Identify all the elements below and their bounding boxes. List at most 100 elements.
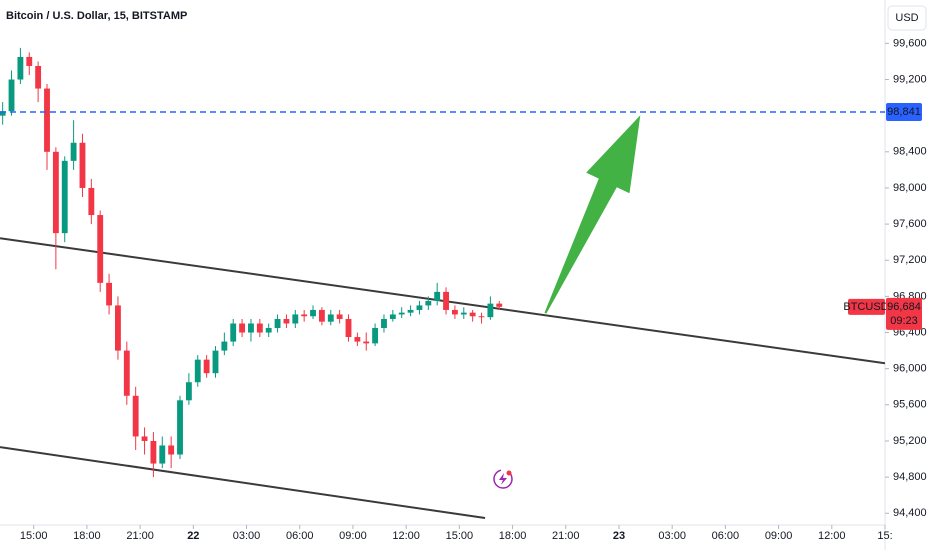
candle (185, 373, 192, 405)
candle-body (132, 395, 139, 437)
x-tick-label: 06:00 (286, 530, 314, 542)
candle-body (292, 314, 299, 324)
candle-body (194, 359, 201, 383)
candle-body (354, 337, 361, 342)
y-tick-label: 97,200 (893, 254, 927, 266)
candle-body (469, 312, 476, 317)
candle-body (372, 328, 379, 344)
candle (26, 52, 33, 75)
candle (265, 323, 272, 338)
x-tick-label: 15:00 (20, 530, 48, 542)
candle-body (496, 303, 503, 307)
candle (17, 47, 24, 85)
candle (460, 307, 467, 319)
x-tick-label: 21:00 (126, 530, 154, 542)
candle-body (177, 400, 183, 455)
candle-body (212, 350, 219, 374)
candle-body (310, 309, 316, 317)
candle-body (150, 440, 157, 464)
candle-body (106, 282, 112, 306)
candle-body (141, 436, 148, 441)
candle (239, 318, 246, 338)
candle-body (203, 359, 210, 374)
x-tick-label: 06:00 (712, 530, 740, 542)
candle (70, 120, 77, 170)
currency-label[interactable]: USD (895, 12, 918, 24)
candle (443, 287, 449, 315)
candle (310, 305, 316, 319)
candle (469, 309, 476, 322)
candle-body (451, 309, 458, 315)
candle-body (434, 291, 441, 301)
candle (106, 273, 112, 315)
candle (434, 282, 441, 306)
x-tick-label: 12:00 (818, 530, 846, 542)
candle (381, 314, 387, 333)
candle-body (274, 318, 281, 329)
y-tick-label: 95,600 (893, 399, 927, 411)
candle-body (52, 151, 59, 234)
candle-body (168, 445, 175, 455)
candle (8, 70, 15, 116)
candle (0, 102, 6, 125)
candle (425, 296, 432, 310)
x-tick-label: 09:00 (765, 530, 793, 542)
y-tick-label: 96,000 (893, 363, 927, 375)
last-price-label: 96,684 (887, 301, 921, 313)
candle (44, 84, 50, 170)
candle-body (460, 312, 467, 315)
candle-body (381, 318, 387, 329)
candle (35, 61, 42, 103)
candle-body (239, 323, 246, 333)
candle (88, 178, 95, 225)
candle (194, 355, 201, 387)
candle-body (301, 314, 308, 317)
axes: 94,40094,80095,20095,60096,00096,40096,8… (20, 37, 927, 542)
candle (389, 309, 396, 322)
candle-body (97, 215, 104, 283)
candle-body (0, 111, 6, 116)
candle-body (79, 142, 86, 188)
ai-icon[interactable] (493, 469, 513, 489)
candle (274, 314, 281, 333)
candle (398, 307, 405, 319)
plot-area (0, 47, 885, 520)
candle (150, 431, 157, 478)
candle (487, 296, 494, 320)
y-tick-label: 99,200 (893, 73, 927, 85)
x-tick-label: 18:00 (73, 530, 101, 542)
candle (97, 210, 104, 292)
trend-line (0, 237, 885, 365)
x-tick-label: 15:00 (446, 530, 474, 542)
candle (496, 300, 503, 310)
price-line-label-bg (886, 102, 922, 121)
candle (301, 309, 308, 322)
candle-body (398, 312, 405, 315)
candle-body (416, 305, 423, 310)
candle (345, 314, 352, 342)
candle (123, 341, 130, 405)
candle (212, 346, 219, 378)
candle-body (185, 382, 192, 401)
candle (256, 318, 263, 338)
candle-body (221, 341, 228, 351)
candle-body (26, 56, 33, 66)
candle-body (61, 160, 68, 234)
candle (318, 307, 325, 326)
symbol-label: BTCUSD (843, 301, 888, 313)
candle-body (327, 314, 334, 322)
currency-button[interactable] (887, 5, 927, 31)
candle (407, 305, 414, 317)
y-tick-label: 94,400 (893, 507, 927, 519)
candle-body (389, 314, 396, 319)
x-tick-label: 23 (613, 530, 625, 542)
x-tick-label: 03:00 (658, 530, 686, 542)
y-tick-label: 98,400 (893, 146, 927, 158)
candle-body (363, 341, 370, 344)
candle (354, 332, 361, 347)
candle (132, 386, 139, 450)
candle-body (407, 309, 414, 313)
chart-title: Bitcoin / U.S. Dollar, 15, BITSTAMP (6, 10, 187, 22)
candle-body (123, 350, 130, 396)
